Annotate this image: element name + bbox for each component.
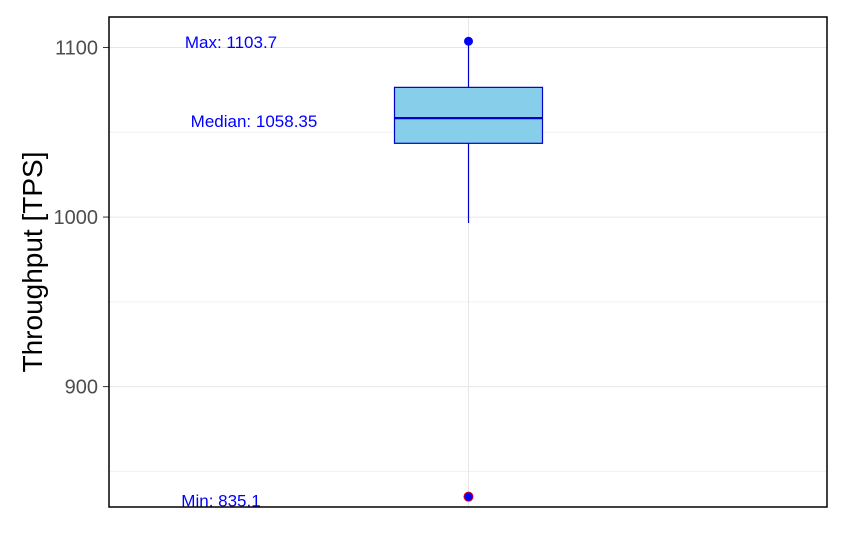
box-group — [393, 36, 544, 502]
y-tick-label: 1100 — [55, 38, 98, 60]
y-axis-label: Throughput [TPS] — [17, 151, 48, 372]
annotation-min: Min: 835.1 — [181, 492, 260, 511]
annotation-max: Max: 1103.7 — [185, 33, 277, 52]
outlier-point — [464, 492, 473, 501]
y-tick-label: 1000 — [54, 207, 99, 229]
annotations: Max: 1103.7 Median: 1058.35 Min: 835.1 — [181, 33, 317, 510]
y-tick-label: 900 — [65, 377, 98, 399]
plot-border — [108, 16, 828, 508]
y-axis-ticks: 900 1000 1100 — [54, 38, 109, 399]
annotation-median: Median: 1058.35 — [191, 112, 318, 131]
iqr-box — [393, 86, 544, 144]
max-point — [464, 36, 473, 46]
